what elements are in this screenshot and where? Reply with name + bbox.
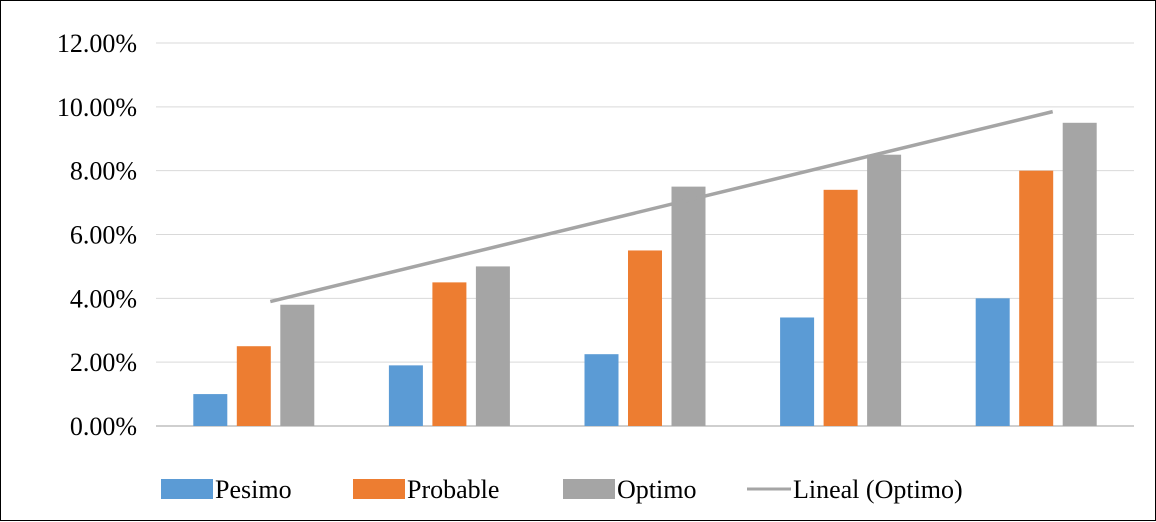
bar-probable bbox=[1019, 170, 1054, 426]
legend-swatch-pesimo bbox=[161, 479, 213, 499]
y-tick-label: 4.00% bbox=[70, 284, 137, 313]
legend-label-probable: Probable bbox=[407, 475, 499, 504]
bar-optimo bbox=[475, 266, 510, 426]
bar-probable bbox=[628, 250, 662, 426]
legend-swatch-optimo bbox=[563, 479, 615, 499]
y-axis-ticks: 0.00% 2.00% 4.00% 6.00% 8.00% 10.00% 12.00% bbox=[57, 29, 137, 441]
bar-optimo bbox=[867, 154, 902, 427]
bar-probable bbox=[432, 282, 467, 426]
y-tick-label: 10.00% bbox=[57, 93, 137, 122]
bar-probable bbox=[236, 346, 271, 426]
bar-optimo bbox=[280, 304, 315, 426]
y-tick-label: 8.00% bbox=[70, 157, 137, 186]
bar-pesimo bbox=[388, 365, 423, 426]
bar-pesimo bbox=[193, 394, 228, 426]
trendline bbox=[269, 109, 1054, 304]
legend-label-optimo: Optimo bbox=[617, 475, 696, 504]
y-tick-label: 0.00% bbox=[70, 412, 137, 441]
bars bbox=[193, 122, 1097, 427]
legend-label-pesimo: Pesimo bbox=[215, 475, 292, 504]
bar-probable bbox=[823, 189, 858, 426]
legend-label-trendline: Lineal (Optimo) bbox=[793, 475, 963, 504]
gridlines bbox=[156, 42, 1134, 427]
y-tick-label: 6.00% bbox=[70, 221, 137, 250]
bar-pesimo bbox=[584, 354, 619, 426]
bar-optimo bbox=[671, 186, 706, 426]
legend: Pesimo Probable Optimo Lineal (Optimo) bbox=[161, 475, 963, 504]
y-tick-label: 12.00% bbox=[57, 29, 137, 58]
bar-pesimo bbox=[975, 298, 1010, 426]
legend-swatch-probable bbox=[353, 479, 405, 499]
y-tick-label: 2.00% bbox=[70, 348, 137, 377]
trendline-layer bbox=[269, 109, 1054, 304]
bar-optimo bbox=[1062, 122, 1097, 427]
bar-pesimo bbox=[780, 317, 815, 426]
